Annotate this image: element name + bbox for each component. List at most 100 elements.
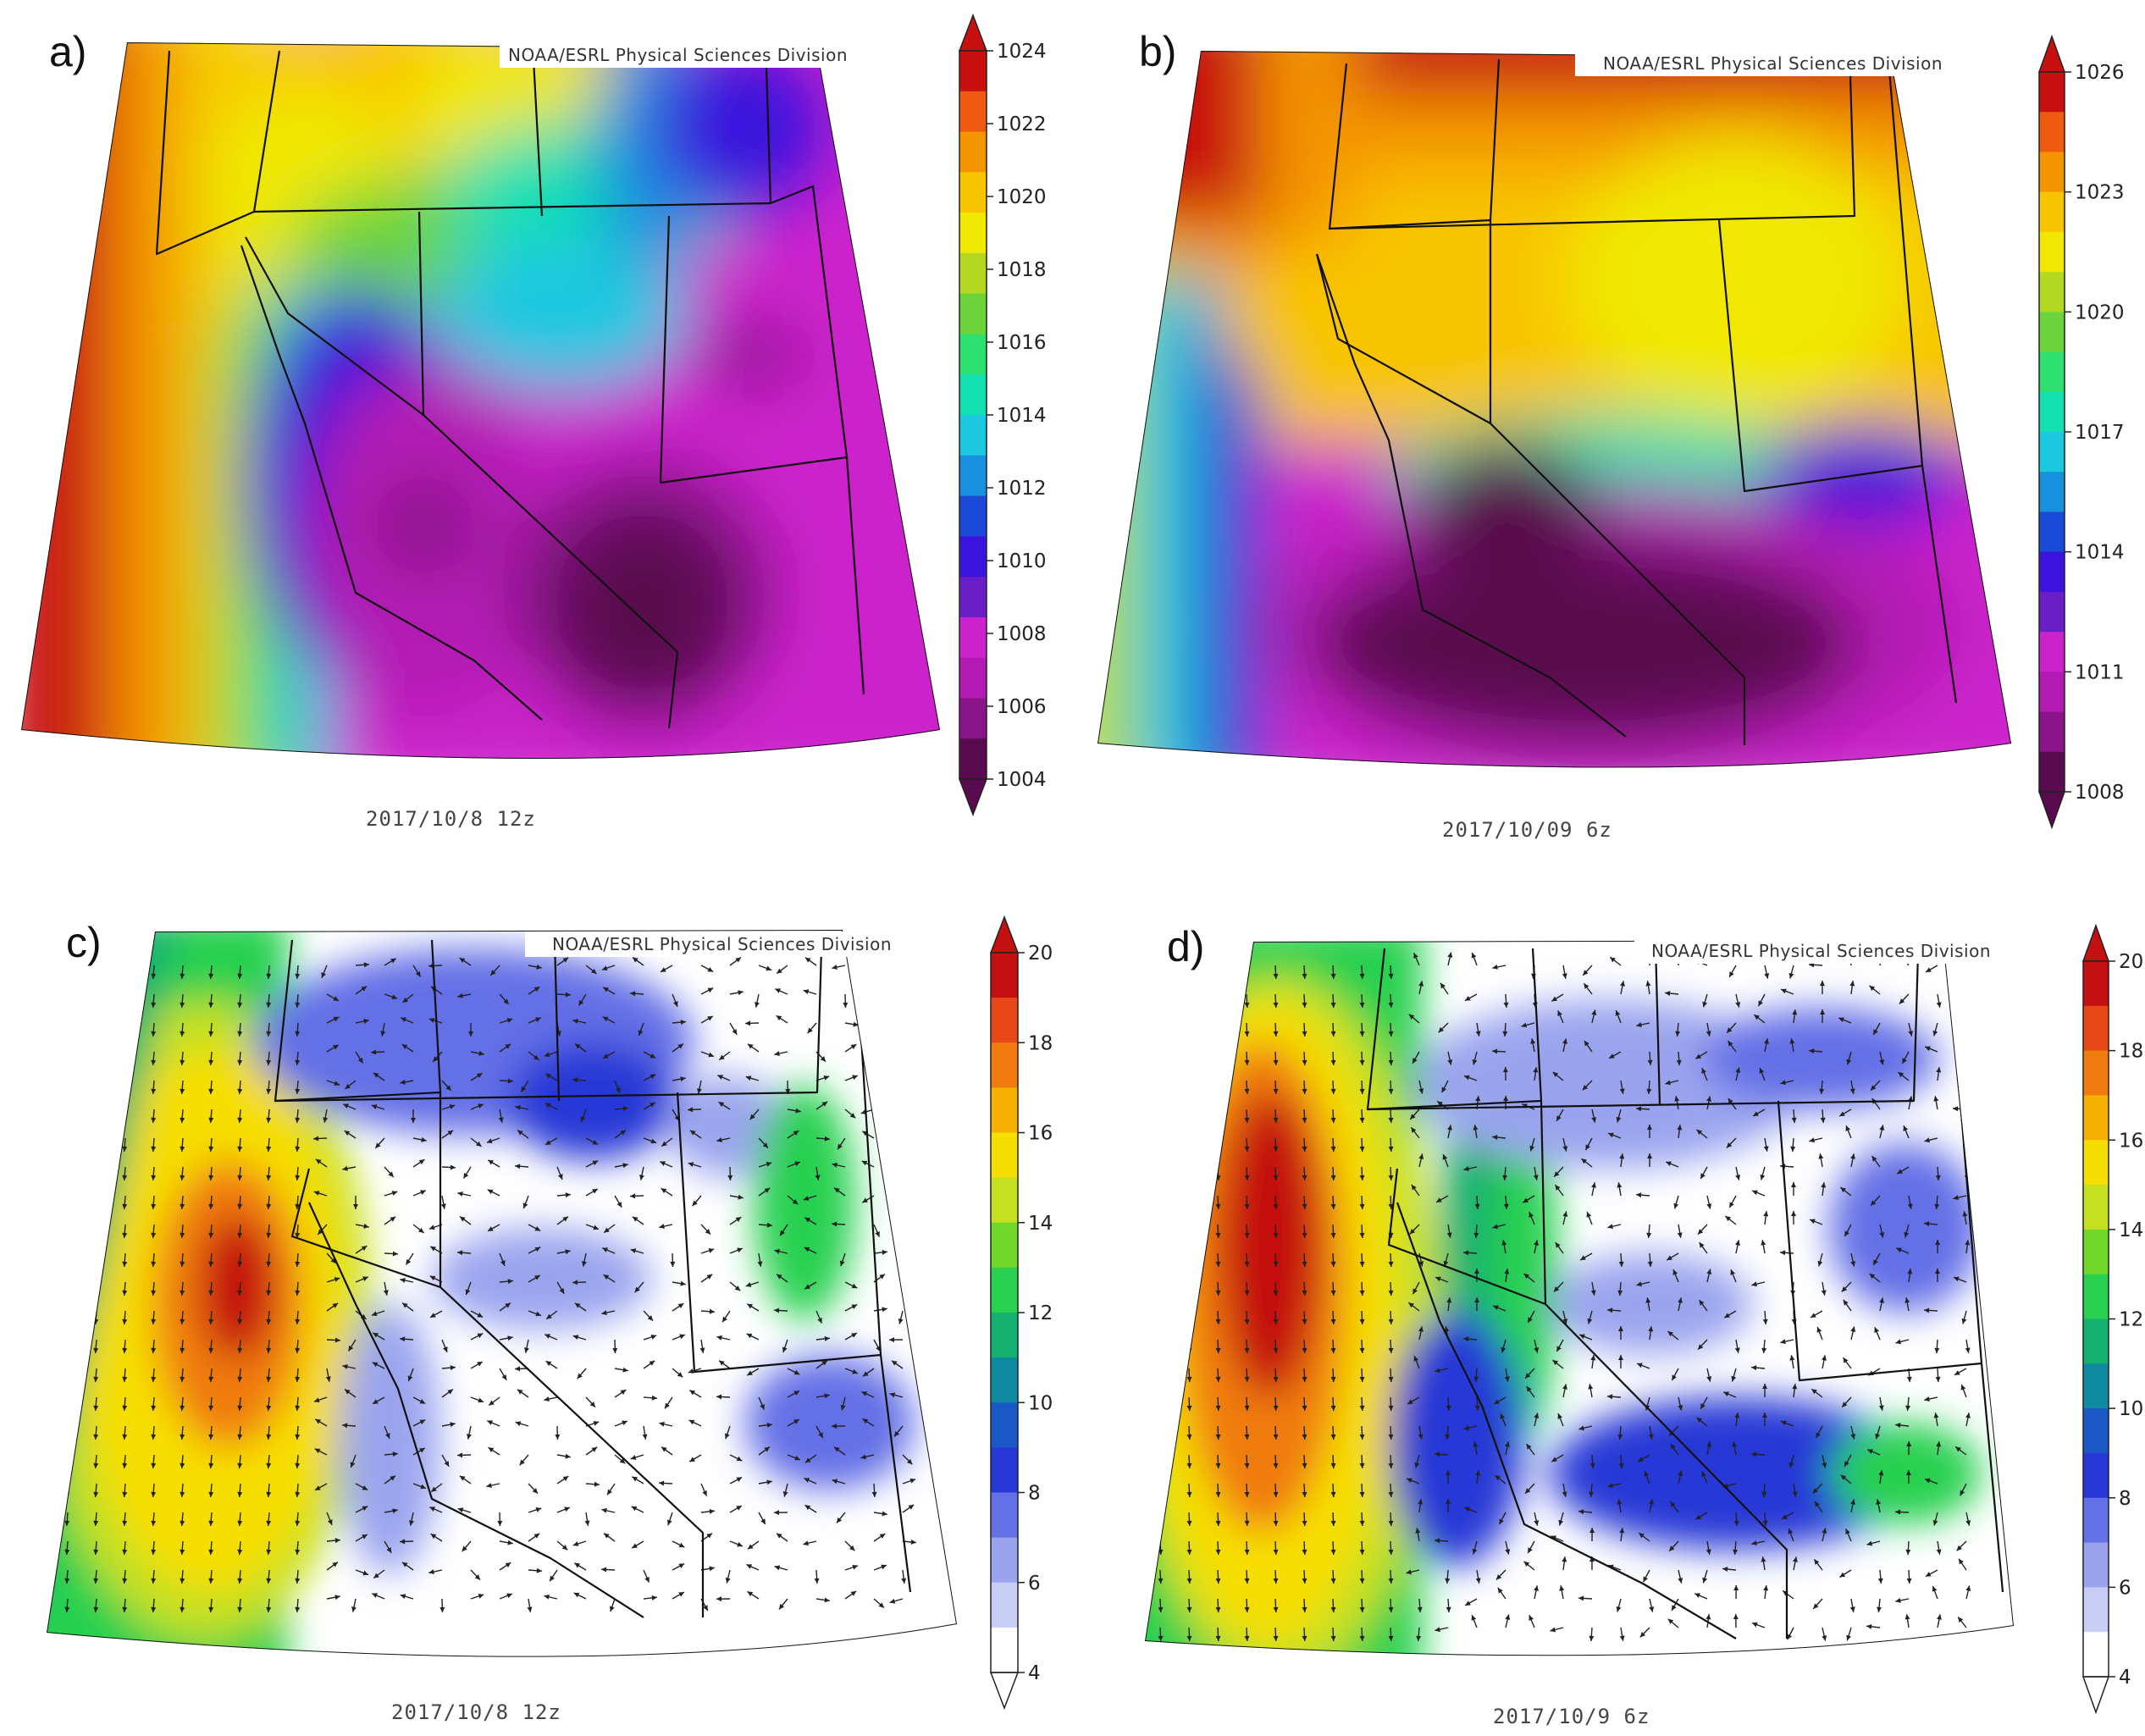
colorbar-segment [2039,72,2065,113]
pressure-map [1097,51,2011,768]
wind-arrow [902,1195,915,1202]
panel-a: a) [21,13,1047,831]
wind-arrow [1188,1108,1191,1124]
timestamp: 2017/10/8 12z [391,1700,561,1724]
wind-arrow [898,1166,904,1180]
colorbar-segment [991,1222,1018,1269]
colorbar-tick-label: 1024 [997,41,1047,63]
colorbar-segment [959,495,987,537]
colorbar-segment [2039,472,2065,512]
colorbar-segment [959,374,987,416]
colorbar-segment [2083,1274,2109,1319]
colorbar-segment [991,1357,1018,1403]
colorbar-tick-label: 12 [1028,1302,1053,1324]
credit-label: NOAA/ESRL Physical Sciences Division [1603,53,1943,74]
colorbar-tick-label: 10 [1028,1392,1053,1414]
wind-arrow [1188,1051,1191,1066]
wind-arrow [95,1166,97,1181]
panel-letter: d) [1167,923,1204,970]
colorbar-segment [2039,751,2065,793]
credit-label: NOAA/ESRL Physical Sciences Division [508,45,848,65]
colorbar-segment [991,1313,1018,1358]
colorbar-segment [2083,1363,2109,1409]
colorbar-segment [959,536,987,578]
wind-arrow [1217,965,1219,980]
wind-arrow [1217,1108,1219,1124]
wind-arrow [66,1080,69,1095]
colorbar-segment [991,1132,1018,1179]
colorbar-tick-label: 1014 [997,405,1047,427]
wind-arrow [1217,1022,1219,1037]
wind-arrow [95,1080,97,1095]
wind-arrow [95,965,97,980]
wind-arrow [66,1425,69,1440]
panel-letter: b) [1139,28,1176,75]
colorbar-tick-label: 4 [2119,1667,2131,1689]
wind-arrow [891,1101,904,1110]
wind-arrow [902,1246,915,1254]
colorbar-segment [959,616,987,659]
wind-arrow [1188,1080,1191,1095]
wind-arrow [124,965,126,980]
wind-arrow [66,1166,69,1181]
wind-arrow [1965,1137,1967,1153]
colorbar-segment [2083,1050,2109,1096]
colorbar-segment [2039,112,2065,152]
colorbar-segment [2039,551,2065,593]
colorbar-tick-label: 1012 [997,478,1047,500]
colorbar-segment [991,1492,1018,1539]
colorbar-segment [959,51,987,92]
colorbar-segment [2083,1229,2109,1275]
wind-arrow [1965,965,1968,980]
wind-arrow [1159,1368,1162,1383]
colorbar-tick-label: 14 [1028,1213,1053,1235]
colorbar-tick-label: 14 [2119,1219,2143,1241]
credit-label: NOAA/ESRL Physical Sciences Division [1651,941,1991,961]
colorbar-segment [959,91,987,133]
colorbar-tick-label: 12 [2119,1309,2143,1331]
wind-arrow [66,1137,69,1153]
colorbar-tick-label: 1022 [997,113,1047,135]
wind-arrow [1159,1137,1162,1153]
colorbar-segment [991,1042,1018,1088]
colorbar-arrow-top [2081,923,2110,962]
timestamp: 2017/10/9 6z [1493,1705,1650,1728]
wind-arrow [66,1108,69,1124]
colorbar-tick-label: 16 [1028,1123,1053,1145]
colorbar-arrow-top [2037,34,2066,73]
colorbar-segment [2039,511,2065,553]
colorbar-arrow-top [989,915,1020,954]
colorbar-segment [991,1582,1018,1628]
wind-arrow [66,1368,69,1383]
colorbar-segment [959,172,987,213]
colorbar-segment [2039,312,2065,353]
wind-arrow [95,993,97,1009]
wind-arrow [1159,1454,1162,1469]
colorbar-tick-label: 1026 [2075,62,2125,84]
panel-letter: a) [49,28,86,75]
colorbar-tick-label: 20 [1028,943,1053,965]
wind-arrow [1159,1108,1162,1124]
colorbar-segment [2039,272,2065,312]
colorbar-segment [959,657,987,699]
wind-arrow [894,1051,904,1064]
colorbar-tick-label: 20 [2119,951,2143,973]
wind-arrow [95,1108,97,1124]
wind-arrow [1965,993,1967,1009]
state-borders [155,50,865,729]
wind-arrow [1159,1051,1162,1066]
colorbar-segment [2039,591,2065,633]
colorbar-segment [2039,152,2065,193]
colorbar-segment [2039,351,2065,393]
colorbar-tick-label: 10 [2119,1398,2143,1420]
colorbar-tick-label: 1006 [997,696,1047,718]
wind-arrow [124,993,126,1009]
wind-arrow [888,1136,904,1139]
wind-arrow [95,1252,97,1268]
wind-arrow [1159,1512,1162,1527]
colorbar-segment [959,577,987,618]
wind-arrow [1159,993,1162,1009]
colorbar-tick-label: 16 [2119,1130,2143,1152]
colorbar-segment [959,738,987,780]
